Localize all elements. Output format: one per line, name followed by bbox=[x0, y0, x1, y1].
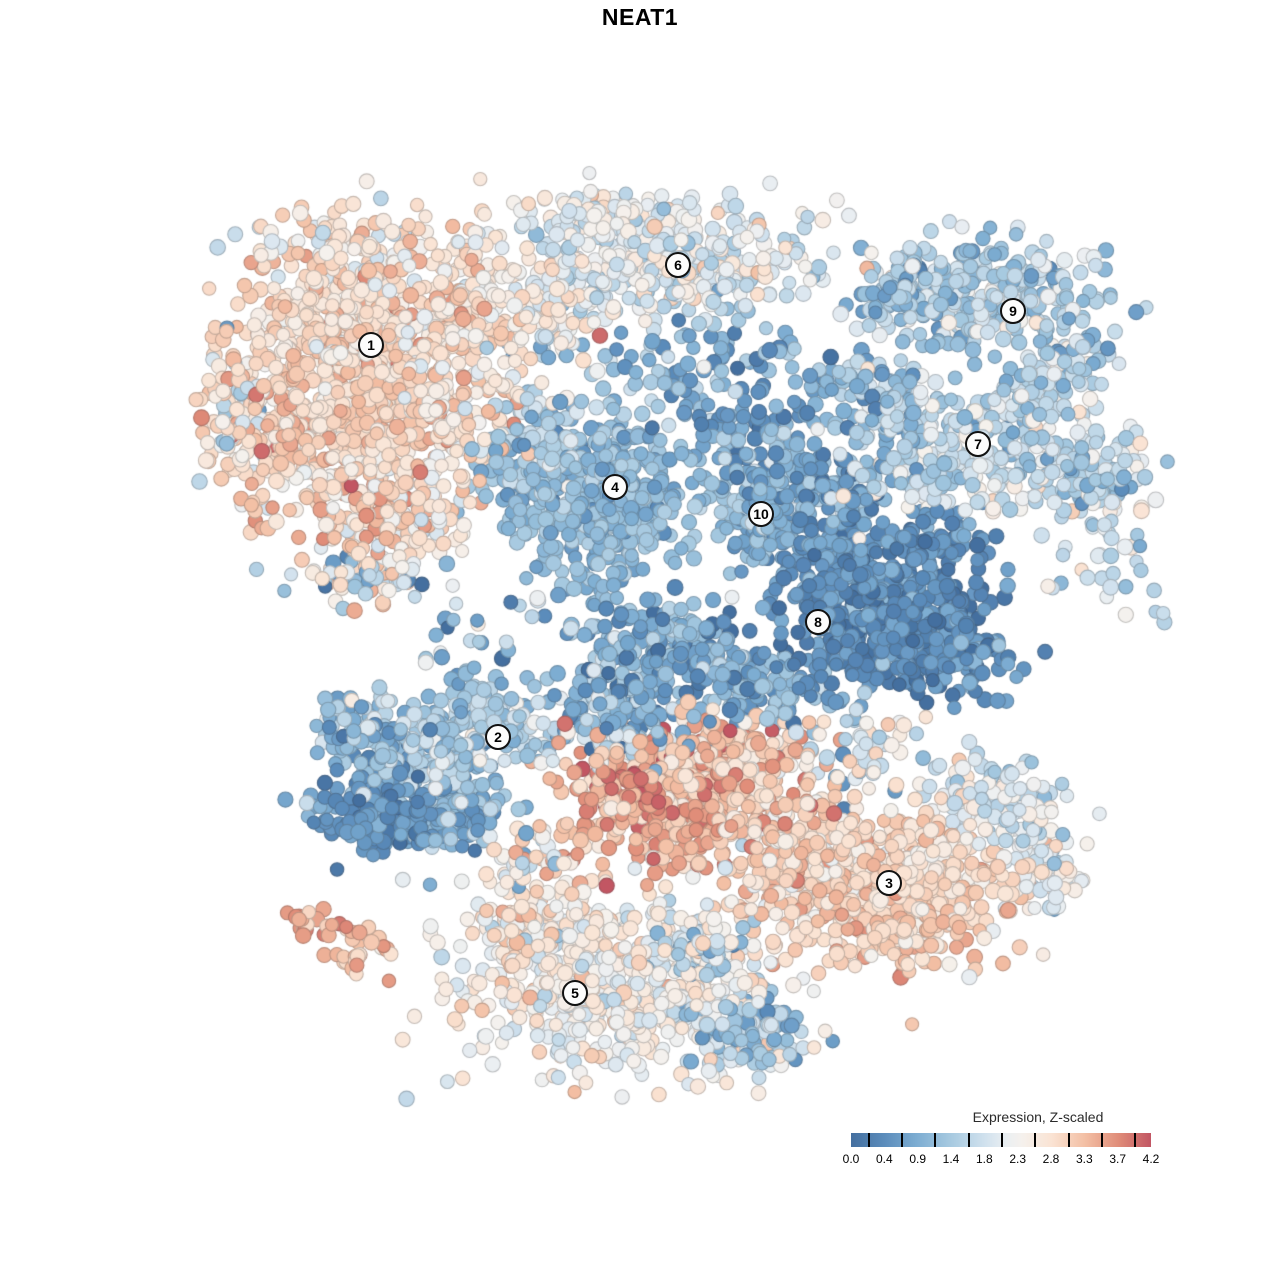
legend-tick-label: 3.3 bbox=[1075, 1152, 1093, 1166]
legend-tick-line bbox=[1101, 1133, 1103, 1147]
legend-tick-line bbox=[1034, 1133, 1037, 1147]
legend-tick-line bbox=[1067, 1133, 1070, 1147]
legend-tick-line bbox=[901, 1133, 903, 1147]
legend-title: Expression, Z-scaled bbox=[972, 1109, 1104, 1125]
legend-tick-line bbox=[867, 1133, 870, 1147]
legend-tick-label: 0.9 bbox=[909, 1152, 926, 1166]
legend-tick-label: 2.3 bbox=[1009, 1152, 1026, 1166]
legend-tick-line bbox=[1134, 1133, 1137, 1147]
legend-tick-label: 3.7 bbox=[1109, 1152, 1126, 1166]
legend-tick-label: 0.0 bbox=[842, 1152, 860, 1166]
legend-tick-label: 0.4 bbox=[875, 1152, 893, 1166]
legend-tick-line bbox=[1001, 1133, 1003, 1147]
legend-tick-line bbox=[967, 1133, 970, 1147]
legend-tick-label: 4.2 bbox=[1142, 1152, 1160, 1166]
legend-tick-line bbox=[934, 1133, 937, 1147]
legend-tick-label: 1.8 bbox=[975, 1152, 993, 1166]
legend-tick-label: 1.4 bbox=[942, 1152, 960, 1166]
legend-tick-label: 2.8 bbox=[1042, 1152, 1060, 1166]
